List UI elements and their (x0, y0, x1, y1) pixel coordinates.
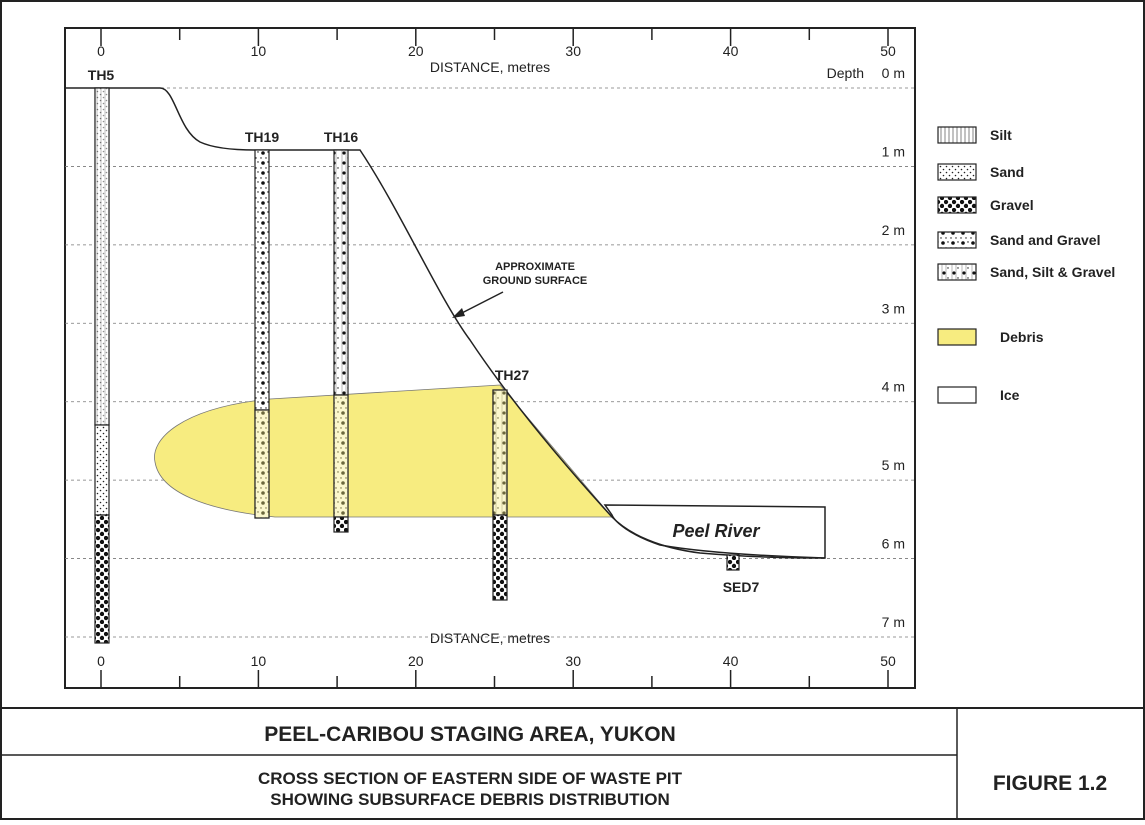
sand-silt-gravel-layer (493, 390, 507, 515)
depth-label: 6 m (882, 536, 905, 552)
sand-layer (95, 425, 109, 515)
depth-label: 2 m (882, 222, 905, 238)
sand-gravel-layer (334, 395, 348, 517)
subtitle: CROSS SECTION OF EASTERN SIDE OF WASTE P… (258, 769, 683, 788)
x-tick-label: 30 (565, 653, 581, 669)
x-tick-label: 10 (251, 653, 267, 669)
legend-label: Sand (990, 164, 1024, 180)
figure-number: FIGURE 1.2 (993, 772, 1107, 795)
legend-swatch (938, 164, 976, 180)
legend-label: Debris (1000, 329, 1044, 345)
sand-gravel-layer (255, 150, 269, 410)
axis-label: DISTANCE, metres (430, 59, 550, 75)
figure: 0010102020303040405050DISTANCE, metresDI… (0, 0, 1145, 820)
depth-label: 7 m (882, 614, 905, 630)
borehole-label: SED7 (723, 579, 760, 595)
legend-swatch (938, 329, 976, 345)
legend-swatch (938, 387, 976, 403)
legend-swatch (938, 232, 976, 248)
section-frame (65, 28, 915, 688)
x-tick-label: 40 (723, 653, 739, 669)
borehole-label: TH5 (88, 67, 115, 83)
annotation: APPROXIMATE (495, 261, 575, 273)
depth-label: 5 m (882, 457, 905, 473)
subtitle: SHOWING SUBSURFACE DEBRIS DISTRIBUTION (270, 790, 670, 809)
depth-label: 3 m (882, 300, 905, 316)
borehole-label: TH16 (324, 129, 358, 145)
legend-swatch (938, 264, 976, 280)
sand-gravel-layer (255, 410, 269, 518)
sand-silt-gravel-layer (334, 150, 348, 395)
annotation: GROUND SURFACE (483, 275, 588, 287)
legend-swatch (938, 127, 976, 143)
river-label: Peel River (672, 521, 760, 541)
legend-swatch (938, 197, 976, 213)
gravel-layer (95, 515, 109, 643)
legend-label: Sand and Gravel (990, 232, 1100, 248)
x-tick-label: 50 (880, 653, 896, 669)
depth-label: 4 m (882, 379, 905, 395)
depth-label: 1 m (882, 143, 905, 159)
gravel-layer (493, 515, 507, 600)
depth-label: 0 m (882, 65, 905, 81)
gravel-layer (334, 517, 348, 532)
title: PEEL-CARIBOU STAGING AREA, YUKON (264, 723, 675, 746)
borehole-label: TH19 (245, 129, 279, 145)
borehole-label: TH27 (495, 367, 529, 383)
legend-label: Sand, Silt & Gravel (990, 264, 1115, 280)
depth-title: Depth (827, 65, 864, 81)
x-tick-label: 0 (97, 653, 105, 669)
legend-label: Gravel (990, 197, 1034, 213)
x-tick-label: 20 (408, 653, 424, 669)
axis-label: DISTANCE, metres (430, 630, 550, 646)
sand-overlay (95, 88, 109, 425)
legend-label: Silt (990, 127, 1012, 143)
gravel-layer (727, 555, 739, 570)
legend-label: Ice (1000, 387, 1020, 403)
